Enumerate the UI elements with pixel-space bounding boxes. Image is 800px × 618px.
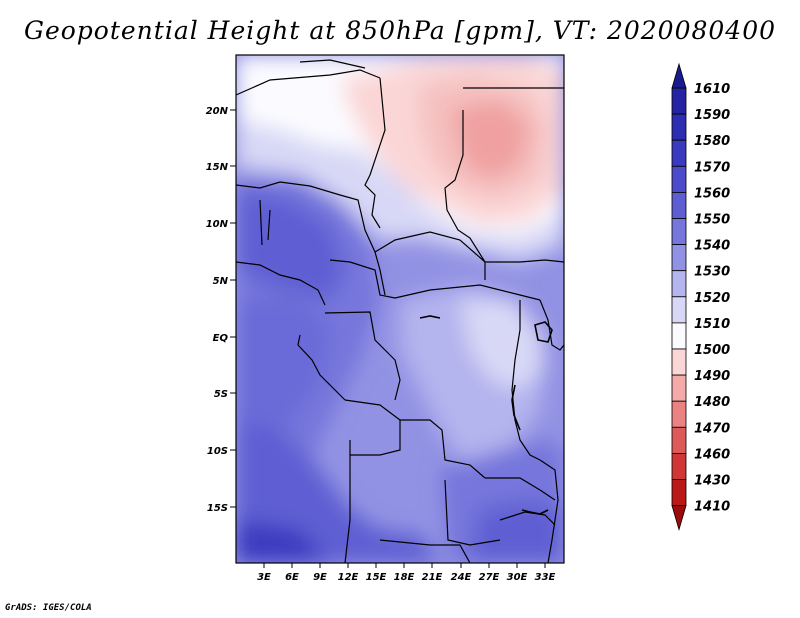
- colorbar-label: 1560: [694, 186, 730, 201]
- geopotential-field: [236, 55, 564, 563]
- lat-label-15s: 15S: [207, 503, 228, 514]
- colorbar-segment: [671, 218, 687, 246]
- colorbar-segment: [671, 87, 687, 115]
- colorbar-segment: [671, 113, 687, 141]
- colorbar-label: 1550: [694, 213, 730, 228]
- colorbar-label: 1570: [694, 160, 730, 175]
- colorbar-segment: [671, 165, 687, 193]
- colorbar-label: 1520: [694, 291, 730, 306]
- colorbar-label: 1610: [694, 82, 730, 97]
- colorbar-label: 1510: [694, 317, 730, 332]
- lon-label-24e: 24E: [451, 572, 472, 583]
- lon-label-27e: 27E: [479, 572, 500, 583]
- colorbar-segment: [671, 139, 687, 167]
- colorbar-top-arrow: [671, 62, 687, 89]
- lon-label-21e: 21E: [422, 572, 443, 583]
- colorbar-segment: [671, 322, 687, 350]
- colorbar-label: 1500: [694, 343, 730, 358]
- colorbar-segment: [671, 244, 687, 272]
- country-borders: [236, 59, 564, 563]
- colorbar-segment: [671, 348, 687, 376]
- colorbar: 1610 1590 1580 1570 1560 1550 1540 1530 1520 1510…: [671, 62, 730, 532]
- lat-label-5n: 5N: [213, 276, 229, 287]
- map-title: Geopotential Height at 850hPa [gpm], VT:…: [23, 16, 777, 45]
- colorbar-label: 1410: [694, 500, 730, 515]
- lon-label-3e: 3E: [257, 572, 271, 583]
- colorbar-label: 1460: [694, 447, 730, 462]
- colorbar-segment: [671, 479, 687, 507]
- lon-label-9e: 9E: [313, 572, 327, 583]
- colorbar-bottom-arrow: [671, 505, 687, 532]
- map-frame: [235, 54, 565, 564]
- colorbar-label: 1490: [694, 369, 730, 384]
- colorbar-label: 1530: [694, 265, 730, 280]
- latitude-axis: 20N 15N 10N 5N EQ 5S 10S 15S: [206, 106, 236, 514]
- lat-label-eq: EQ: [213, 333, 229, 344]
- colorbar-segment: [671, 296, 687, 324]
- lat-label-10s: 10S: [207, 446, 228, 457]
- colorbar-segment: [671, 270, 687, 298]
- colorbar-label: 1480: [694, 395, 730, 410]
- lon-label-6e: 6E: [285, 572, 299, 583]
- colorbar-segment: [671, 426, 687, 454]
- lon-label-30e: 30E: [507, 572, 528, 583]
- grads-credit: GrADS: IGES/COLA: [5, 603, 92, 613]
- colorbar-label: 1580: [694, 134, 730, 149]
- colorbar-label: 1470: [694, 421, 730, 436]
- colorbar-segment: [671, 400, 687, 428]
- colorbar-segment: [671, 452, 687, 480]
- lon-label-12e: 12E: [338, 572, 359, 583]
- lake-outlines: [419, 315, 553, 515]
- colorbar-label: 1430: [694, 474, 730, 489]
- lon-label-33e: 33E: [535, 572, 556, 583]
- colorbar-segment: [671, 191, 687, 219]
- lon-label-18e: 18E: [394, 572, 415, 583]
- lat-label-5s: 5S: [214, 389, 228, 400]
- colorbar-label: 1540: [694, 239, 730, 254]
- colorbar-segment: [671, 374, 687, 402]
- longitude-axis: 3E 6E 9E 12E 15E 18E 21E 24E 27E 30E 33E: [257, 563, 556, 583]
- lat-label-10n: 10N: [206, 219, 229, 230]
- lat-label-20n: 20N: [206, 106, 229, 117]
- colorbar-label: 1590: [694, 108, 730, 123]
- lon-label-15e: 15E: [366, 572, 387, 583]
- lat-label-15n: 15N: [206, 162, 229, 173]
